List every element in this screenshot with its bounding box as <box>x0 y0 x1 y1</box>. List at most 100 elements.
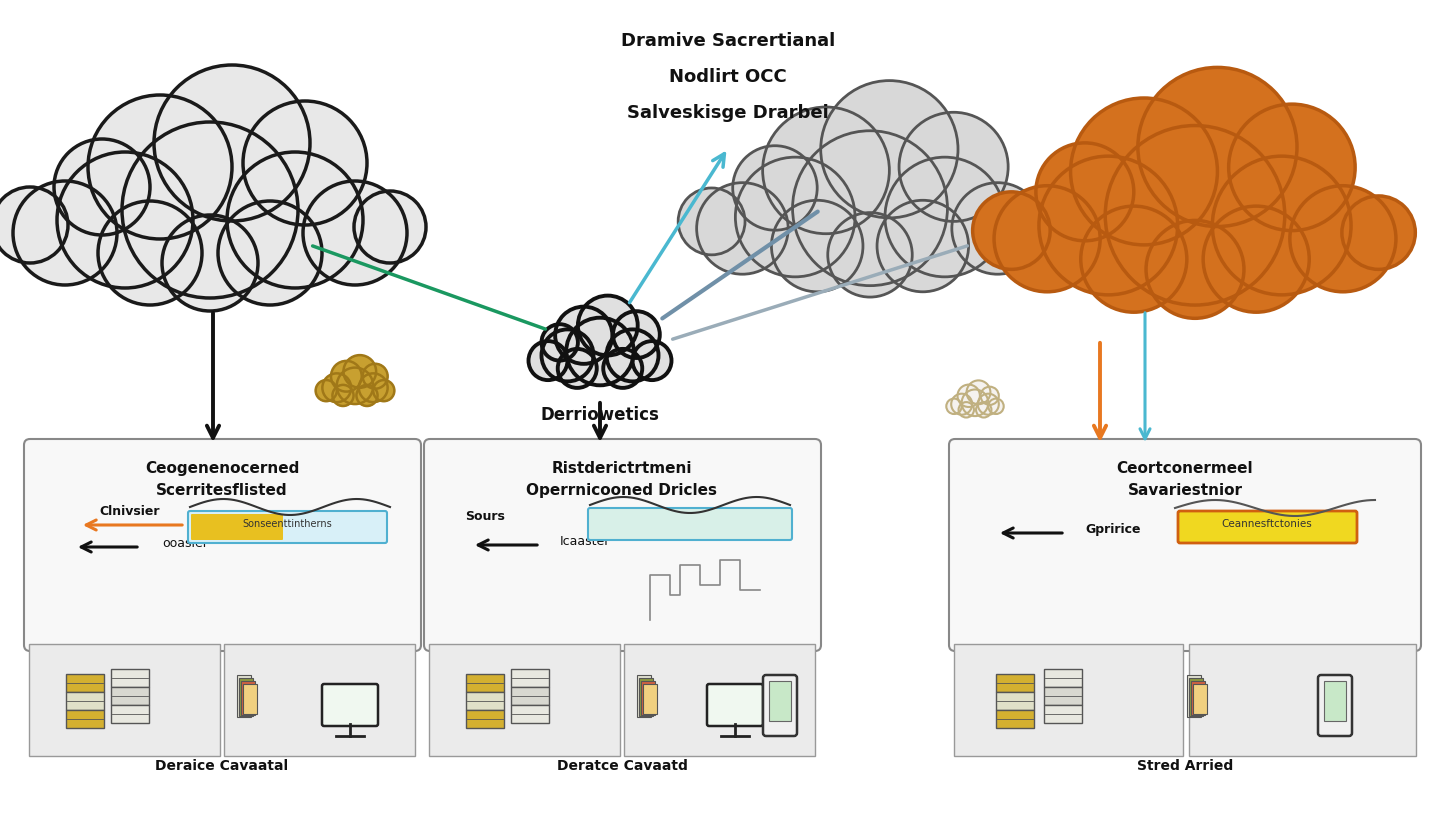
Circle shape <box>558 349 597 388</box>
FancyBboxPatch shape <box>424 439 821 651</box>
Circle shape <box>967 380 990 404</box>
Text: Scerritesflisted: Scerritesflisted <box>156 483 288 498</box>
FancyBboxPatch shape <box>769 681 791 721</box>
FancyBboxPatch shape <box>1044 687 1082 705</box>
Circle shape <box>154 65 310 221</box>
Circle shape <box>976 402 992 418</box>
Circle shape <box>613 311 660 358</box>
FancyBboxPatch shape <box>430 644 620 756</box>
FancyBboxPatch shape <box>466 710 504 728</box>
FancyBboxPatch shape <box>639 678 652 716</box>
Text: Stred Arried: Stred Arried <box>1137 759 1233 773</box>
Circle shape <box>973 192 1050 269</box>
Circle shape <box>1070 98 1217 245</box>
FancyBboxPatch shape <box>111 705 149 723</box>
Circle shape <box>885 157 1005 277</box>
FancyBboxPatch shape <box>996 674 1034 692</box>
Circle shape <box>763 107 890 233</box>
Circle shape <box>0 187 68 263</box>
Circle shape <box>363 364 387 388</box>
Text: Ristderictrtmeni: Ristderictrtmeni <box>552 461 692 476</box>
Circle shape <box>952 183 1044 274</box>
FancyBboxPatch shape <box>588 508 792 540</box>
Text: Ceogenenocerned: Ceogenenocerned <box>144 461 298 476</box>
FancyBboxPatch shape <box>1192 684 1207 714</box>
Text: Nodlirt OCC: Nodlirt OCC <box>670 68 786 86</box>
FancyBboxPatch shape <box>242 681 255 715</box>
Circle shape <box>1342 196 1415 269</box>
FancyBboxPatch shape <box>237 675 250 717</box>
Text: Deraice Cavaatal: Deraice Cavaatal <box>156 759 288 773</box>
Circle shape <box>898 113 1008 221</box>
Circle shape <box>1146 220 1243 318</box>
Circle shape <box>632 341 671 380</box>
Circle shape <box>54 139 150 235</box>
FancyBboxPatch shape <box>511 705 549 723</box>
Circle shape <box>735 157 855 277</box>
FancyBboxPatch shape <box>224 644 415 756</box>
Circle shape <box>962 389 989 416</box>
Circle shape <box>542 330 594 381</box>
FancyBboxPatch shape <box>1178 511 1357 543</box>
Circle shape <box>946 398 962 414</box>
Text: Deratce Cavaatd: Deratce Cavaatd <box>556 759 687 773</box>
Text: ooasier: ooasier <box>162 537 208 550</box>
Text: Icaaster: Icaaster <box>561 535 610 548</box>
Circle shape <box>1080 206 1187 313</box>
FancyBboxPatch shape <box>1044 669 1082 687</box>
Text: Dramive Sacrertianal: Dramive Sacrertianal <box>620 32 836 50</box>
FancyBboxPatch shape <box>625 644 815 756</box>
FancyBboxPatch shape <box>23 439 421 651</box>
Circle shape <box>331 361 361 392</box>
FancyBboxPatch shape <box>1191 681 1206 715</box>
Circle shape <box>227 152 363 288</box>
FancyBboxPatch shape <box>243 684 258 714</box>
Circle shape <box>373 380 395 401</box>
FancyBboxPatch shape <box>638 675 651 717</box>
Circle shape <box>358 374 387 402</box>
Circle shape <box>566 317 633 385</box>
Circle shape <box>1229 104 1356 231</box>
Circle shape <box>997 192 1060 255</box>
Circle shape <box>578 295 638 356</box>
FancyBboxPatch shape <box>641 681 655 715</box>
Circle shape <box>1040 156 1178 295</box>
FancyBboxPatch shape <box>511 669 549 687</box>
Text: Ceannesftctonies: Ceannesftctonies <box>1222 519 1312 529</box>
FancyBboxPatch shape <box>1190 644 1417 756</box>
FancyBboxPatch shape <box>188 511 387 543</box>
FancyBboxPatch shape <box>708 684 763 726</box>
FancyBboxPatch shape <box>511 687 549 705</box>
FancyBboxPatch shape <box>1190 678 1203 716</box>
Circle shape <box>978 393 999 415</box>
Text: Sonseenttintherns: Sonseenttintherns <box>242 519 332 529</box>
Text: Gpririce: Gpririce <box>1085 523 1140 536</box>
Circle shape <box>989 398 1003 414</box>
FancyBboxPatch shape <box>996 692 1034 710</box>
Text: Sours: Sours <box>464 510 505 523</box>
FancyBboxPatch shape <box>111 687 149 705</box>
FancyBboxPatch shape <box>1324 681 1345 721</box>
FancyBboxPatch shape <box>1187 675 1201 717</box>
Circle shape <box>792 131 948 286</box>
Circle shape <box>542 324 578 361</box>
FancyBboxPatch shape <box>66 710 103 728</box>
Circle shape <box>13 181 116 285</box>
Text: Clnivsier: Clnivsier <box>100 505 160 518</box>
FancyBboxPatch shape <box>66 692 103 710</box>
Circle shape <box>980 387 999 405</box>
Circle shape <box>354 191 427 263</box>
Circle shape <box>772 200 863 292</box>
Circle shape <box>951 393 973 415</box>
FancyBboxPatch shape <box>996 710 1034 728</box>
FancyBboxPatch shape <box>1044 705 1082 723</box>
Circle shape <box>555 307 613 364</box>
Circle shape <box>98 201 202 305</box>
Circle shape <box>732 146 817 230</box>
FancyBboxPatch shape <box>949 439 1421 651</box>
Circle shape <box>678 188 745 255</box>
Circle shape <box>336 367 373 404</box>
Circle shape <box>303 181 408 285</box>
Circle shape <box>958 402 974 418</box>
Text: Ceortconermeel: Ceortconermeel <box>1117 461 1254 476</box>
